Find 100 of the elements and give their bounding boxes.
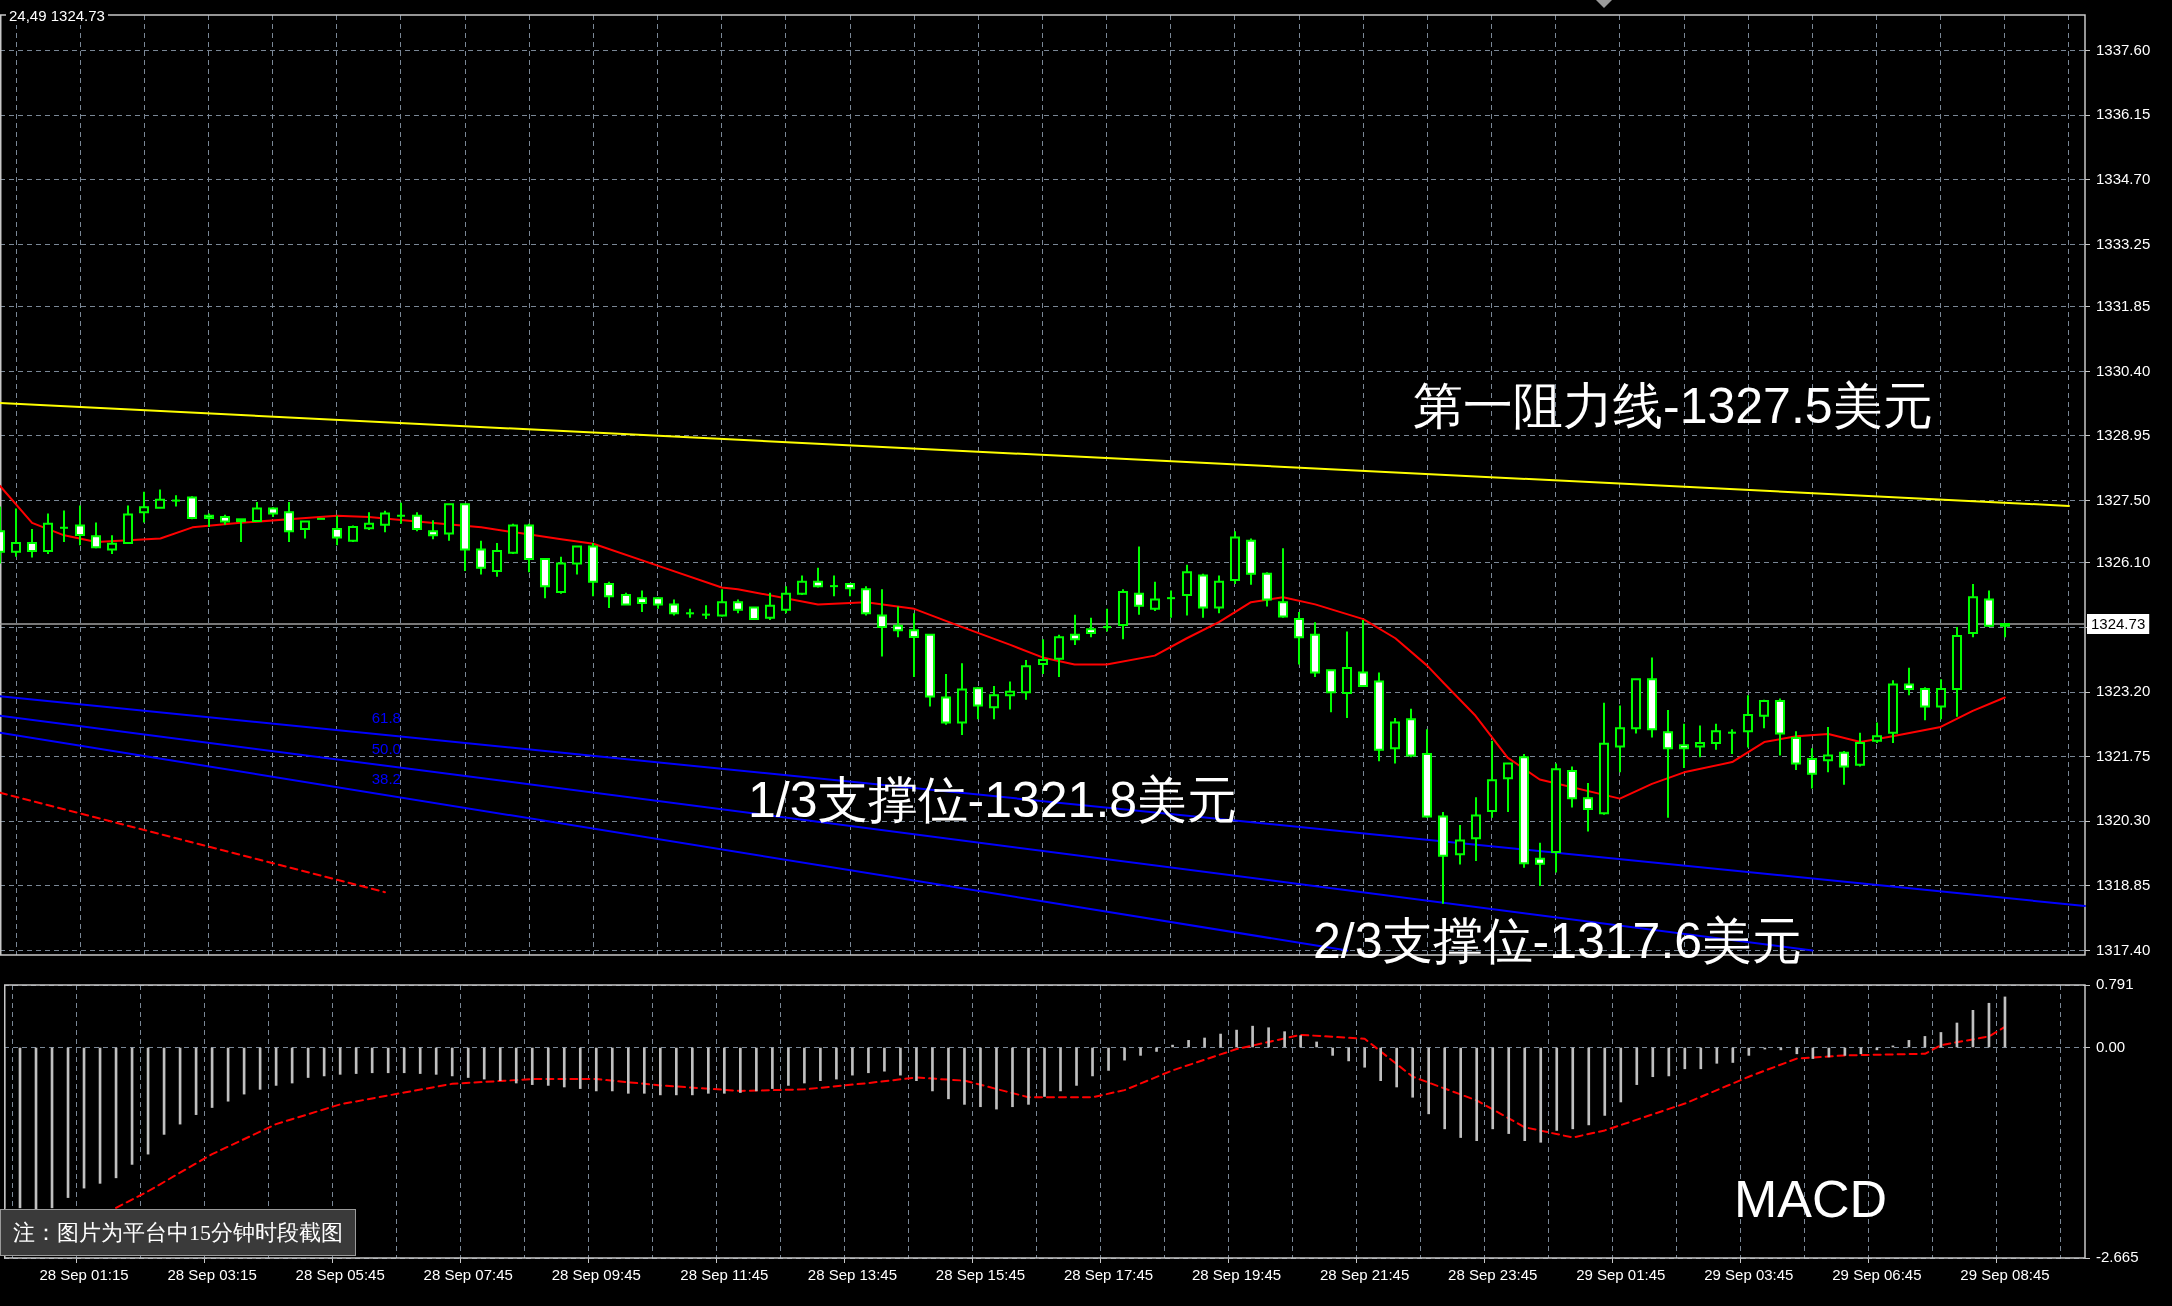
candlestick: [1101, 607, 1113, 633]
bar: [1315, 1041, 1318, 1048]
annotation: 注：图片为平台中15分钟时段截图: [0, 1209, 356, 1257]
annotation: MACD: [1734, 1170, 1888, 1230]
bar: [803, 1047, 806, 1084]
bar: [1459, 1047, 1463, 1138]
bar: [418, 1047, 422, 1074]
bar: [1539, 1047, 1543, 1143]
bar: [434, 1047, 438, 1075]
bar: [546, 1047, 550, 1086]
y-tick-label: -2.665: [2096, 1248, 2139, 1266]
bar: [1475, 1047, 1479, 1142]
bar: [1635, 1047, 1639, 1085]
annotation: 第一阻力线-1327.5美元: [1413, 378, 1933, 436]
x-tick-label: 28 Sep 03:15: [167, 1266, 257, 1284]
bar: [707, 1047, 710, 1094]
y-tick-label: 1323.20: [2096, 682, 2151, 700]
bar: [915, 1047, 918, 1081]
y-tick-label: 0.00: [2096, 1037, 2126, 1055]
candlestick: [58, 509, 70, 544]
bar: [1043, 1047, 1046, 1097]
bar: [739, 1047, 742, 1093]
bar: [610, 1047, 614, 1092]
x-tick-label: 28 Sep 07:45: [423, 1266, 513, 1284]
y-tick-label: 1326.10: [2096, 553, 2151, 571]
y-tick-label: 1321.75: [2096, 746, 2151, 764]
bar: [1059, 1047, 1062, 1092]
y-tick-label: 1333.25: [2096, 234, 2151, 252]
bar: [1299, 1035, 1302, 1048]
candlestick: [395, 501, 407, 525]
candlestick: [828, 574, 840, 598]
y-tick-label: 1317.40: [2096, 940, 2151, 958]
bar: [1187, 1040, 1190, 1048]
bar: [466, 1047, 470, 1078]
x-tick-label: 29 Sep 08:45: [1960, 1266, 2050, 1284]
x-tick-label: 28 Sep 11:45: [680, 1266, 769, 1284]
x-tick-label: 28 Sep 19:45: [1191, 1266, 1282, 1284]
series-label: 61.8: [371, 709, 401, 727]
bar: [626, 1047, 630, 1094]
bar: [386, 1047, 390, 1074]
bar: [723, 1047, 726, 1094]
bar: [851, 1047, 854, 1076]
bar: [1683, 1047, 1687, 1070]
bar: [594, 1047, 598, 1092]
bar: [1347, 1047, 1350, 1062]
x-tick-label: 29 Sep 03:45: [1704, 1266, 1794, 1284]
y-tick-label: 1328.95: [2096, 426, 2151, 444]
bar: [402, 1047, 406, 1074]
bar: [755, 1047, 758, 1092]
bar: [979, 1047, 982, 1108]
y-tick-label: 1327.50: [2096, 490, 2151, 508]
bar: [691, 1047, 694, 1096]
bar: [578, 1047, 582, 1089]
bar: [1219, 1033, 1222, 1048]
bar: [1651, 1047, 1655, 1078]
bar: [1699, 1047, 1703, 1070]
x-tick-label: 28 Sep 17:45: [1063, 1266, 1154, 1284]
bar: [1395, 1047, 1398, 1088]
bar: [674, 1047, 678, 1096]
x-tick-label: 28 Sep 13:45: [807, 1266, 898, 1284]
y-tick-label: 1330.40: [2096, 361, 2151, 379]
y-tick-label: 1320.30: [2096, 811, 2151, 829]
series-label: 50.0: [371, 740, 401, 758]
bar: [867, 1047, 870, 1074]
bar: [995, 1047, 998, 1110]
bar: [819, 1047, 822, 1081]
bar: [1587, 1047, 1591, 1126]
bar: [514, 1047, 518, 1084]
x-tick-label: 28 Sep 01:15: [39, 1266, 129, 1284]
bar: [963, 1047, 966, 1105]
bar: [1027, 1047, 1030, 1105]
bar: [1075, 1047, 1078, 1086]
y-tick-label: 1334.70: [2096, 169, 2151, 187]
bar: [1267, 1027, 1270, 1048]
bar: [1555, 1047, 1559, 1131]
bar: [1603, 1047, 1607, 1116]
bar: [1283, 1031, 1286, 1048]
bar: [482, 1047, 486, 1080]
bar: [498, 1047, 502, 1081]
bar: [1715, 1047, 1719, 1064]
y-tick-label: 0.791: [2096, 975, 2134, 993]
bar: [1427, 1047, 1431, 1115]
bar: [1091, 1047, 1094, 1077]
x-tick-label: 28 Sep 09:45: [551, 1266, 641, 1284]
bar: [1155, 1047, 1158, 1052]
x-tick-label: 28 Sep 23:45: [1448, 1266, 1538, 1284]
x-tick-label: 28 Sep 15:45: [935, 1266, 1026, 1284]
bar: [530, 1047, 534, 1085]
bar: [931, 1047, 934, 1092]
bar: [1619, 1047, 1623, 1103]
bar: [899, 1047, 902, 1076]
series-label: 38.2: [371, 770, 401, 788]
bar: [642, 1047, 646, 1094]
bar: [1251, 1025, 1254, 1048]
y-tick-label: 1331.85: [2096, 296, 2151, 314]
bar: [1123, 1047, 1126, 1061]
y-tick-label: 1336.15: [2096, 105, 2151, 123]
bar: [1331, 1047, 1334, 1056]
bar: [1507, 1047, 1511, 1134]
bar: [658, 1047, 662, 1096]
